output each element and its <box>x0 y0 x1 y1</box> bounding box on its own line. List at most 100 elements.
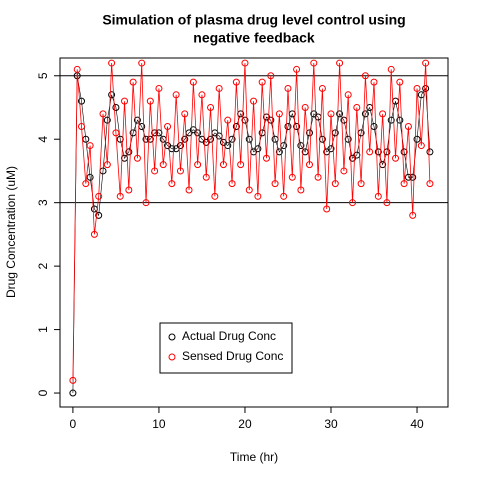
data-point <box>293 65 301 73</box>
data-point <box>404 173 412 181</box>
data-point <box>366 148 374 156</box>
data-point <box>95 192 103 200</box>
data-point <box>202 173 210 181</box>
data-point <box>413 84 421 92</box>
data-point <box>125 148 133 156</box>
data-point <box>280 192 288 200</box>
data-point <box>129 78 137 86</box>
data-point <box>293 123 301 131</box>
data-point <box>228 180 236 188</box>
data-point <box>426 180 434 188</box>
data-point <box>224 116 232 124</box>
y-axis-label: Drug Concentration (uM) <box>4 166 18 298</box>
data-point <box>133 154 141 162</box>
data-point <box>86 173 94 181</box>
data-point <box>409 173 417 181</box>
data-point <box>121 97 129 105</box>
data-point <box>112 103 120 111</box>
data-point <box>90 230 98 238</box>
data-point <box>108 91 116 99</box>
data-point <box>288 173 296 181</box>
data-point <box>78 123 86 131</box>
data-point <box>215 84 223 92</box>
legend-symbol <box>168 333 176 341</box>
legend-symbol <box>168 353 176 361</box>
x-axis-label: Time (hr) <box>230 450 278 464</box>
data-point <box>353 103 361 111</box>
data-point <box>112 129 120 137</box>
data-point <box>224 142 232 150</box>
data-point <box>318 135 326 143</box>
x-tick-label: 40 <box>410 417 424 431</box>
data-point <box>318 84 326 92</box>
data-point <box>164 123 172 131</box>
y-tick-label: 5 <box>36 72 50 79</box>
data-point <box>422 59 430 67</box>
data-point <box>267 72 275 80</box>
data-point <box>219 161 227 169</box>
data-point <box>116 135 124 143</box>
data-point <box>314 173 322 181</box>
data-point <box>241 59 249 67</box>
data-point <box>275 110 283 118</box>
data-point <box>267 116 275 124</box>
data-point <box>297 186 305 194</box>
data-point <box>146 135 154 143</box>
data-point <box>82 180 90 188</box>
data-point <box>396 78 404 86</box>
data-point <box>116 192 124 200</box>
data-point <box>387 116 395 124</box>
data-point <box>426 148 434 156</box>
data-point <box>327 145 335 153</box>
data-point <box>374 148 382 156</box>
data-point <box>103 116 111 124</box>
data-point <box>305 161 313 169</box>
data-point <box>404 123 412 131</box>
y-tick-label: 0 <box>36 389 50 396</box>
data-point <box>250 97 258 105</box>
x-tick-label: 30 <box>324 417 338 431</box>
data-point <box>176 142 184 150</box>
data-point <box>413 135 421 143</box>
data-point <box>155 84 163 92</box>
data-point <box>142 199 150 207</box>
legend-box <box>159 322 293 374</box>
data-point <box>168 180 176 188</box>
plot-area <box>60 59 448 397</box>
data-point <box>185 186 193 194</box>
data-point <box>69 389 77 397</box>
data-point <box>155 129 163 137</box>
x-tick-label: 20 <box>238 417 252 431</box>
data-point <box>387 65 395 73</box>
data-point <box>189 78 197 86</box>
data-point <box>73 65 81 73</box>
data-point <box>383 148 391 156</box>
data-point <box>271 180 279 188</box>
data-point <box>344 91 352 99</box>
data-point <box>258 78 266 86</box>
data-point <box>310 59 318 67</box>
data-point <box>409 211 417 219</box>
data-point <box>232 78 240 86</box>
data-point <box>383 199 391 207</box>
data-point <box>284 84 292 92</box>
y-tick-label: 3 <box>36 199 50 206</box>
data-point <box>301 103 309 111</box>
data-point <box>181 110 189 118</box>
data-point <box>336 110 344 118</box>
x-tick-label: 10 <box>152 417 166 431</box>
data-point <box>254 192 262 200</box>
data-point <box>400 180 408 188</box>
data-point <box>176 167 184 175</box>
data-point <box>198 91 206 99</box>
data-point <box>172 91 180 99</box>
data-point <box>237 161 245 169</box>
data-point <box>396 116 404 124</box>
data-point <box>297 142 305 150</box>
data-point <box>305 129 313 137</box>
data-point <box>340 167 348 175</box>
plot-frame <box>59 57 449 408</box>
data-point <box>245 186 253 194</box>
x-tick-label: 0 <box>70 417 77 431</box>
